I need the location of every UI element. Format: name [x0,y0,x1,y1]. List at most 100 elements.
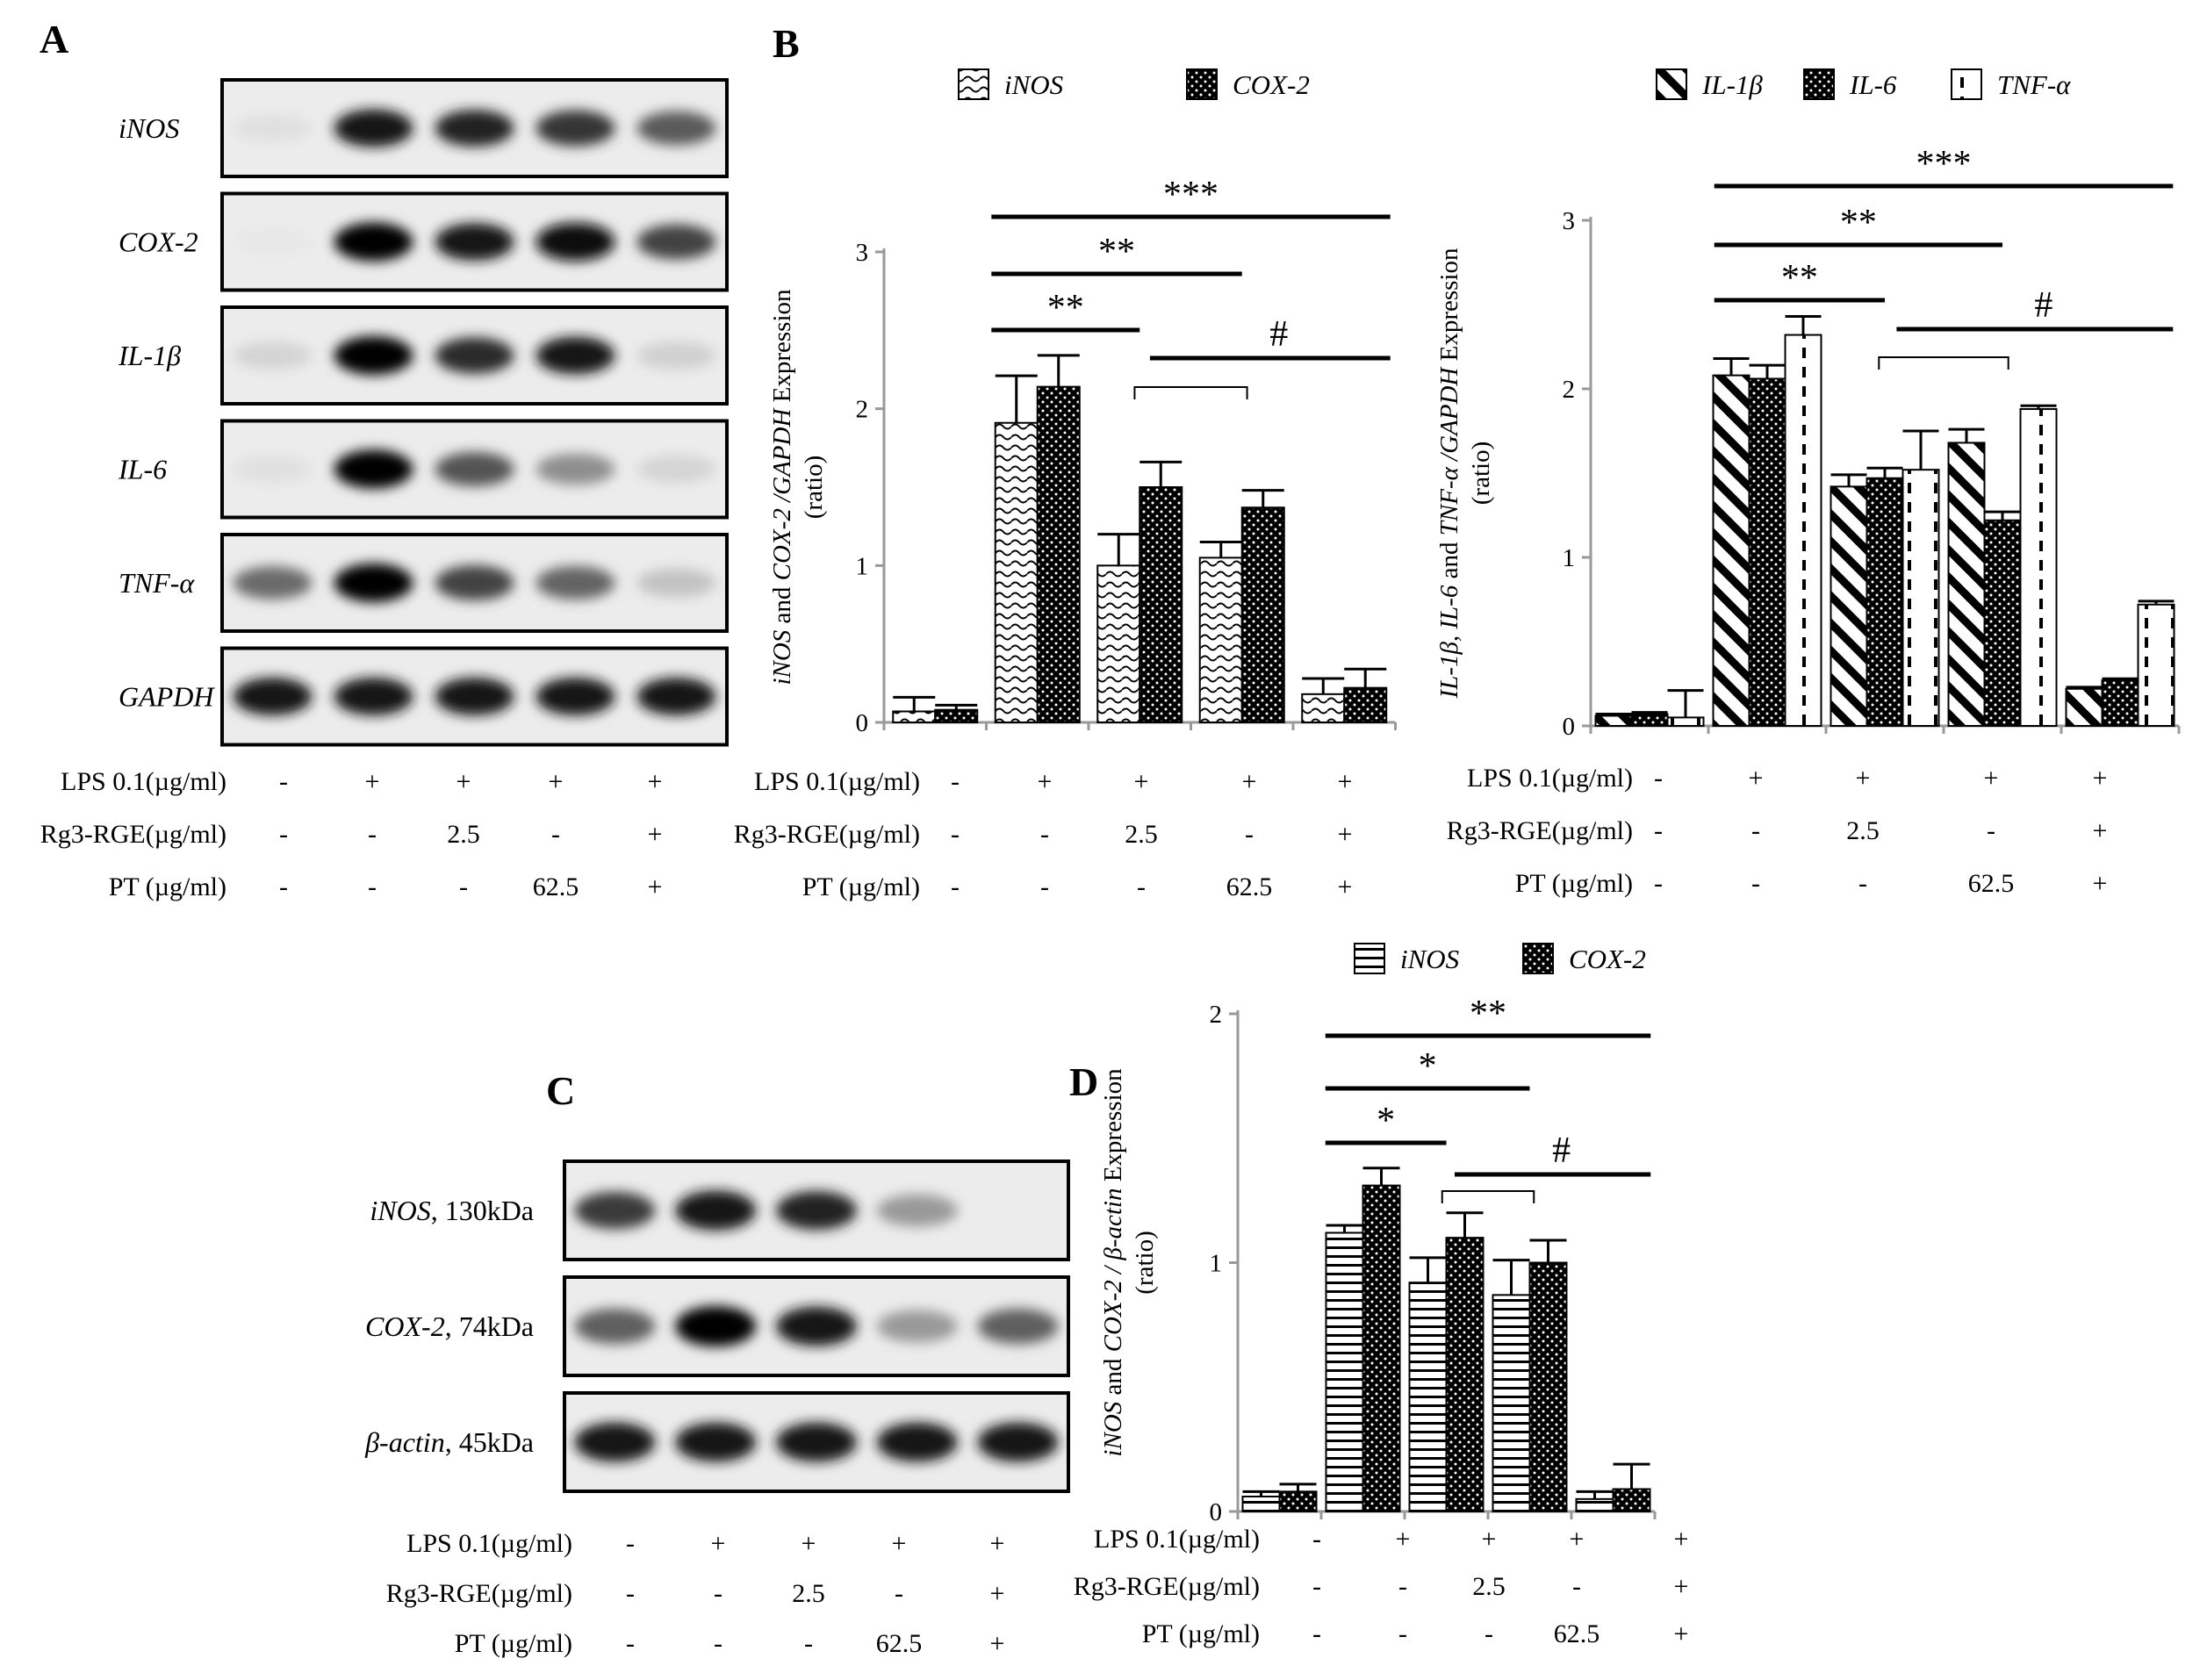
treatment-value: - [951,820,960,849]
y-label-part: and [1435,535,1463,585]
gel-band [977,1308,1059,1345]
legend-label: COX-2 [1233,69,1310,100]
y-axis-unit: (ratio) [1131,1231,1159,1294]
treatment-value: - [551,820,560,849]
bar [2065,687,2103,728]
bar [2137,603,2175,728]
gel-band [435,223,514,261]
legend-swatch [958,68,989,100]
y-tick-label: 1 [1210,1250,1223,1278]
treatment-label: Rg3-RGE(µg/ml) [1447,816,1633,845]
gel-row-label: COX-2, 74kDa [365,1310,534,1342]
panel-label-a: A [40,17,68,61]
bar [1445,1237,1485,1513]
gel-band [574,1422,656,1462]
y-tick-label: 2 [856,396,869,424]
bar [1830,485,1868,727]
gel-band [233,678,313,715]
bar [1983,519,2022,728]
gel-gene-label: TNF-α [119,567,195,599]
gel-row: GAPDH [119,646,729,747]
gel-band [233,566,313,599]
gel-band [876,1310,958,1343]
gel-band [435,678,514,715]
bar [1241,1495,1281,1512]
significance-mark: ** [1470,994,1506,1034]
treatment-value: - [1312,1525,1321,1554]
treatment-value: - [714,1629,722,1658]
legend-swatch [1522,943,1554,974]
gel-row: TNF-α [119,533,729,633]
treatment-label: LPS 0.1(µg/ml) [754,767,920,796]
gel-band [536,110,615,147]
y-label-part: IL-1β, IL-6 [1435,585,1463,699]
gel-band [536,678,615,715]
bar [2101,679,2139,727]
bar [1139,486,1183,723]
treatment-value: 62.5 [1226,872,1273,901]
gel-gene-label: β-actin [364,1426,445,1458]
treatment-value: + [711,1529,726,1558]
treatment-value: + [365,767,380,796]
legend-label: TNF-α [1997,69,2071,100]
gel-band [435,337,514,374]
y-tick-label: 3 [856,239,869,267]
comparison-bracket [1133,386,1248,399]
y-label-part: COX-2 /GAPDH [768,407,796,581]
treatment-value: - [804,1629,813,1658]
treatment-label: LPS 0.1(µg/ml) [61,767,226,796]
comparison-bracket [1878,356,2009,370]
gel-band [636,678,716,715]
treatment-value: + [1674,1572,1689,1601]
treatment-value: - [1485,1619,1493,1648]
treatment-label: Rg3-RGE(µg/ml) [386,1579,572,1608]
bar [1362,1184,1401,1512]
significance-mark: ** [1781,258,1818,298]
treatment-label: LPS 0.1(µg/ml) [406,1529,572,1558]
legend-label: COX-2 [1569,944,1646,974]
significance-mark: * [1419,1046,1437,1087]
bar [1528,1261,1568,1512]
treatment-value: - [1987,816,1995,845]
gel-band [636,111,716,146]
treatment-value: + [990,1629,1005,1658]
gel-size-label: , 74kDa [445,1310,534,1342]
gel-band [334,449,413,489]
gel-row-label: iNOS, 130kDa [370,1195,534,1226]
treatment-value: - [1398,1572,1407,1601]
treatment-value: - [1398,1619,1407,1648]
gel-gene-label: IL-1β [118,340,181,371]
legend-swatch [1656,68,1687,100]
gel-gene-label: iNOS [119,112,179,144]
gel-panel-a: iNOS COX-2 IL-1β IL-6 TNF-α GAPDH [118,78,729,747]
treatment-value: + [1856,764,1871,793]
treatment-value: + [648,767,663,796]
gel-band [574,1191,656,1230]
gel-size-label: , 130kDa [431,1195,534,1226]
treatment-value: - [1751,869,1760,898]
gel-band [233,341,313,370]
gel-row: COX-2, 74kDa [365,1275,1070,1377]
treatment-value: - [1572,1572,1581,1601]
bar [994,421,1039,723]
significance-mark: ** [1098,232,1135,272]
treatment-value: - [626,1579,635,1608]
bar [1947,442,1986,727]
treatment-value: - [714,1579,722,1608]
treatment-value: - [626,1629,635,1658]
panel-label-c: C [546,1068,575,1113]
treatment-label: LPS 0.1(µg/ml) [1094,1525,1260,1554]
legend-swatch [1803,68,1835,100]
treatment-label: Rg3-RGE(µg/ml) [40,820,226,849]
treatment-value: + [2093,869,2108,898]
treatment-value: + [1749,764,1764,793]
treatment-value: 2.5 [792,1579,825,1608]
gel-row: IL-1β [118,305,729,406]
treatment-label: Rg3-RGE(µg/ml) [734,820,920,849]
y-axis-label: iNOS and COX-2 /GAPDH Expression [768,289,796,686]
treatment-value: + [1338,767,1353,796]
treatment-value: + [990,1529,1005,1558]
bar [1408,1282,1448,1513]
bar [1748,377,1786,727]
